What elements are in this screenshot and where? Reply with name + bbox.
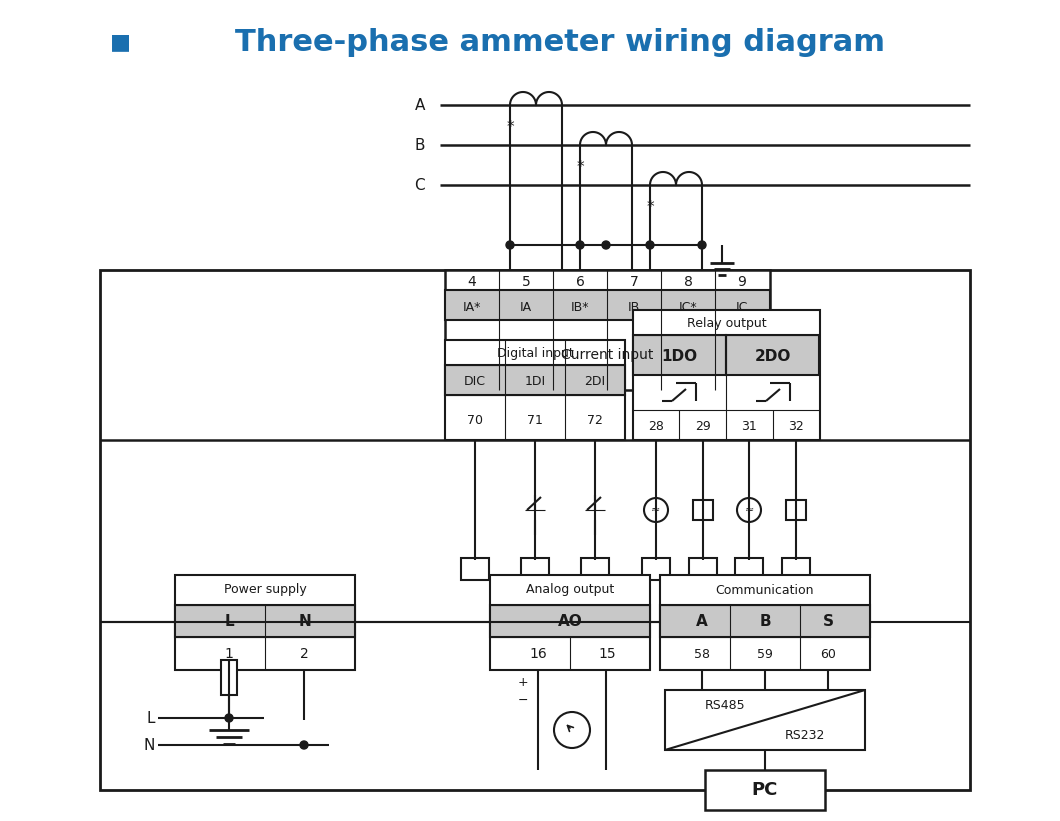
Text: Communication: Communication [716, 584, 814, 597]
Bar [445, 290, 770, 320]
Text: *: * [507, 120, 514, 135]
Text: IA: IA [520, 300, 532, 314]
Text: +: + [517, 676, 528, 689]
Bar [660, 605, 870, 637]
Bar [642, 558, 670, 580]
Bar [490, 575, 650, 670]
Text: N: N [143, 737, 155, 753]
Bar [175, 605, 355, 637]
Text: Power supply: Power supply [224, 584, 306, 597]
Circle shape [506, 241, 514, 249]
Bar [633, 335, 726, 375]
Text: Three-phase ammeter wiring diagram: Three-phase ammeter wiring diagram [235, 27, 885, 57]
Bar [445, 340, 625, 440]
Bar [522, 558, 549, 580]
Text: Current input: Current input [561, 348, 653, 362]
Text: B: B [759, 614, 771, 630]
Text: B: B [414, 137, 425, 153]
Text: 2DI: 2DI [584, 374, 605, 388]
Bar [726, 335, 819, 375]
Text: IC*: IC* [678, 300, 697, 314]
Text: 71: 71 [527, 414, 543, 426]
Text: IA*: IA* [463, 300, 481, 314]
Text: 2DO: 2DO [755, 348, 791, 364]
Text: 72: 72 [587, 414, 603, 426]
Text: IB: IB [628, 300, 640, 314]
Text: N: N [298, 614, 311, 630]
Text: IB*: IB* [570, 300, 589, 314]
Text: 5: 5 [522, 275, 530, 289]
Text: *: * [647, 200, 654, 214]
Text: A: A [696, 614, 708, 630]
Text: 2: 2 [300, 647, 308, 661]
Bar [175, 575, 355, 670]
Text: L: L [146, 710, 155, 726]
Text: 29: 29 [695, 420, 711, 433]
Bar [705, 770, 825, 810]
Text: 9: 9 [738, 275, 746, 289]
Bar [581, 558, 609, 580]
Text: L: L [224, 614, 234, 630]
Text: 32: 32 [789, 420, 803, 433]
Text: Digital input: Digital input [497, 346, 573, 360]
Bar [782, 558, 810, 580]
Text: S: S [823, 614, 833, 630]
Text: 1DO: 1DO [661, 348, 697, 364]
Bar [665, 690, 865, 750]
Text: 8: 8 [684, 275, 692, 289]
Text: 60: 60 [820, 648, 836, 661]
Bar [693, 500, 713, 520]
Text: IC: IC [736, 300, 748, 314]
Bar [445, 365, 625, 395]
Text: 16: 16 [529, 647, 547, 661]
Circle shape [697, 241, 706, 249]
Bar [660, 575, 870, 670]
Text: DIC: DIC [464, 374, 485, 388]
Text: AO: AO [558, 614, 582, 630]
Text: ≈: ≈ [744, 505, 754, 515]
Text: Relay output: Relay output [687, 317, 766, 329]
Text: ■: ■ [109, 32, 130, 52]
Text: 1: 1 [225, 647, 233, 661]
Text: PC: PC [752, 781, 778, 799]
Circle shape [576, 241, 584, 249]
Text: 7: 7 [630, 275, 638, 289]
Bar [633, 310, 820, 440]
Bar [689, 558, 717, 580]
Bar [735, 558, 763, 580]
Circle shape [300, 741, 308, 749]
Text: −: − [517, 694, 528, 707]
Circle shape [646, 241, 654, 249]
Text: C: C [414, 177, 425, 192]
Text: 58: 58 [694, 648, 710, 661]
Text: ≈: ≈ [651, 505, 660, 515]
Text: Analog output: Analog output [526, 584, 614, 597]
Text: 6: 6 [576, 275, 584, 289]
Text: 4: 4 [467, 275, 476, 289]
Text: 70: 70 [467, 414, 483, 426]
Text: RS232: RS232 [784, 728, 825, 741]
Text: RS485: RS485 [705, 699, 745, 712]
Bar [787, 500, 806, 520]
Bar [445, 270, 770, 390]
Text: 31: 31 [741, 420, 757, 433]
Text: 28: 28 [648, 420, 664, 433]
Text: 15: 15 [598, 647, 616, 661]
Bar [490, 605, 650, 637]
Text: 1DI: 1DI [525, 374, 546, 388]
Bar [461, 558, 489, 580]
Circle shape [602, 241, 609, 249]
Text: A: A [414, 98, 425, 112]
Circle shape [225, 714, 233, 722]
Text: 59: 59 [757, 648, 773, 661]
Bar [100, 270, 970, 790]
Text: *: * [577, 159, 584, 175]
Bar [220, 660, 237, 695]
